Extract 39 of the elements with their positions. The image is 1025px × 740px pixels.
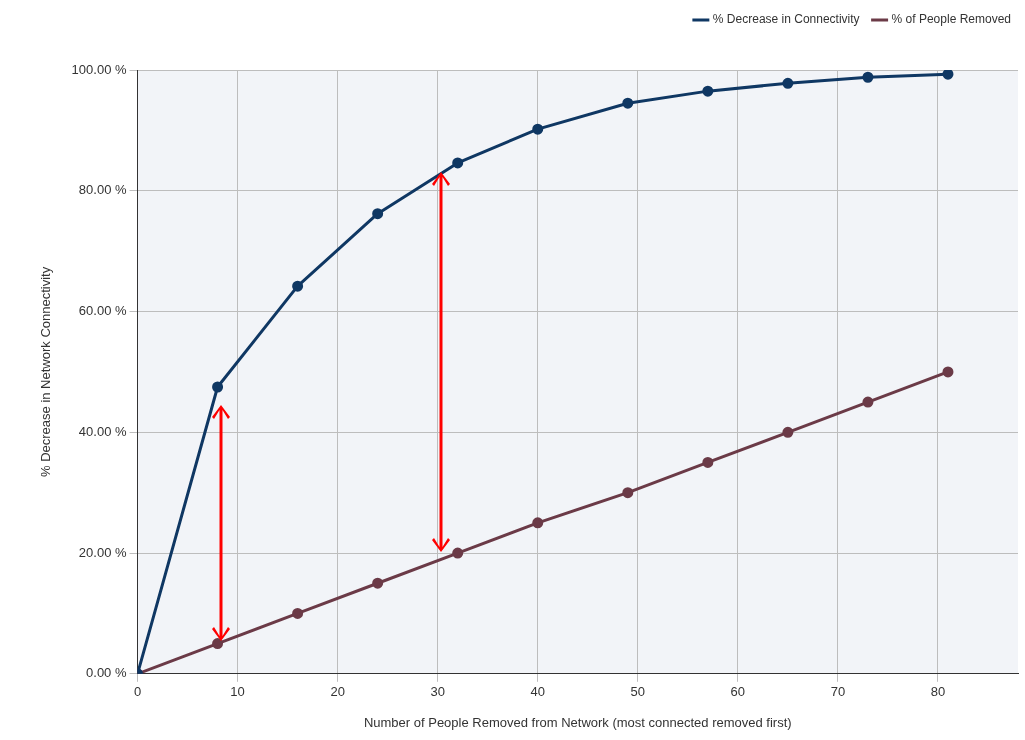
point (622, 97, 634, 109)
point (372, 577, 384, 589)
x-tick-label: 20 (330, 684, 345, 700)
y-tick-label: 20.00 % (78, 544, 127, 560)
y-tick-label: 100.00 % (71, 61, 127, 77)
point (532, 517, 544, 529)
point (452, 547, 464, 559)
y-tick-label: 0.00 % (86, 665, 127, 681)
point (702, 456, 714, 468)
x-tick-label: 30 (430, 684, 445, 700)
y-tick-label: 60.00 % (78, 303, 127, 319)
point (862, 396, 874, 408)
x-tick-label: 80 (930, 684, 946, 700)
point (942, 366, 954, 378)
point (212, 638, 224, 650)
point (782, 426, 794, 438)
point (862, 71, 874, 83)
y-tick-label: 40.00 % (78, 423, 127, 439)
point (212, 381, 224, 393)
point (942, 70, 954, 80)
y-tick-label: 80.00 % (78, 182, 127, 198)
x-axis-title: Number of People Removed from Network (most connected removed first) (363, 714, 792, 730)
x-tick-label: 70 (830, 684, 846, 700)
legend-label: % Decrease in Connectivity (712, 12, 860, 27)
x-tick-label: 50 (630, 684, 646, 700)
x-tick-label: 0 (133, 684, 142, 700)
x-tick-label: 40 (530, 684, 545, 700)
x-tick-label: 10 (230, 684, 245, 700)
point (622, 487, 634, 499)
y-axis-title: % Decrease in Network Connectivity (38, 266, 54, 478)
point (372, 208, 384, 220)
legend-label: % of People Removed (891, 12, 1011, 27)
point (532, 123, 544, 135)
point (292, 280, 304, 292)
point (452, 157, 464, 169)
point (702, 85, 714, 97)
point (782, 77, 794, 89)
x-tick-label: 60 (730, 684, 746, 700)
point (292, 607, 304, 619)
